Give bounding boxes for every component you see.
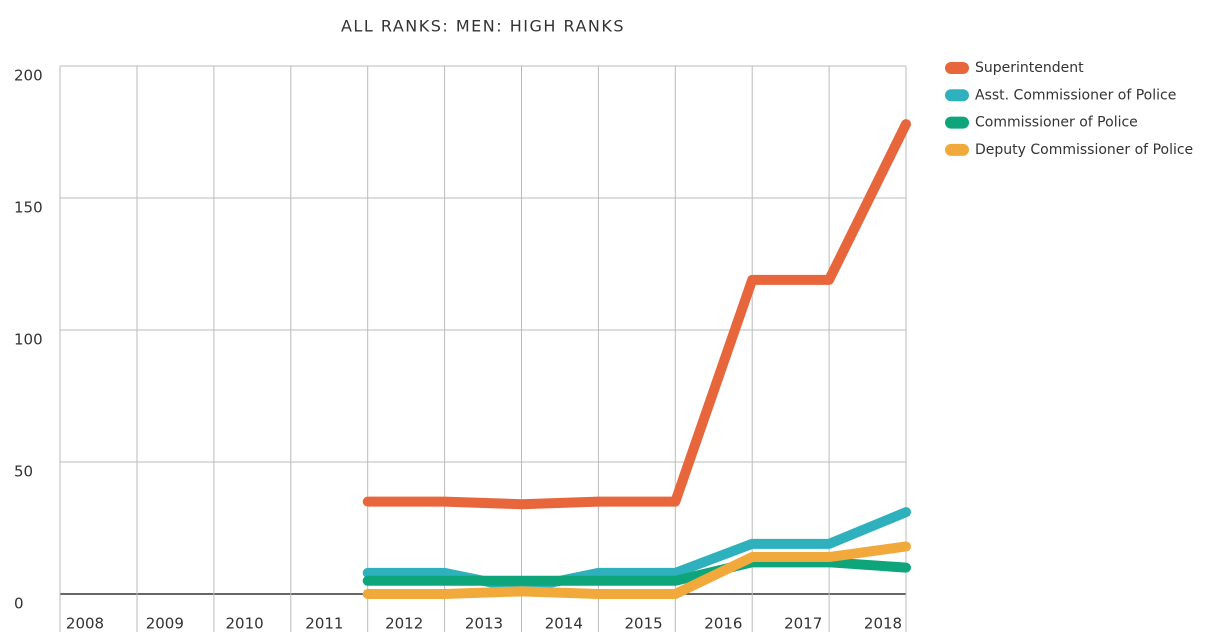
x-tick-label: 2018 [864,615,902,632]
legend-label: Commissioner of Police [975,115,1138,131]
y-tick-label: 200 [14,67,43,85]
legend-label: Deputy Commissioner of Police [975,142,1193,158]
legend-label: Superintendent [975,60,1084,76]
x-tick-label: 2016 [704,615,742,632]
x-tick-label: 2009 [146,615,184,632]
x-tick-label: 2017 [784,615,822,632]
chart-title: ALL RANKS: MEN: HIGH RANKS [341,17,625,36]
legend-swatch [945,116,969,129]
y-tick-label: 0 [14,595,24,613]
series-line [362,541,911,599]
series-line [362,557,911,586]
series-line [362,507,911,594]
x-tick-label: 2012 [385,615,423,632]
x-tick-label: 2008 [66,615,104,632]
legend-swatch [945,143,969,156]
y-tick-label: 150 [14,199,43,217]
x-tick-label: 2013 [465,615,503,632]
x-tick-label: 2010 [226,615,264,632]
legend-swatch [945,89,969,102]
x-tick-label: 2011 [305,615,343,632]
x-tick-label: 2014 [545,615,583,632]
legend-swatch [945,62,969,74]
legend-label: Asst. Commissioner of Police [975,87,1176,103]
series-line [362,119,911,510]
y-tick-label: 100 [14,331,43,349]
y-tick-label: 50 [14,463,33,481]
x-tick-label: 2015 [625,615,663,632]
